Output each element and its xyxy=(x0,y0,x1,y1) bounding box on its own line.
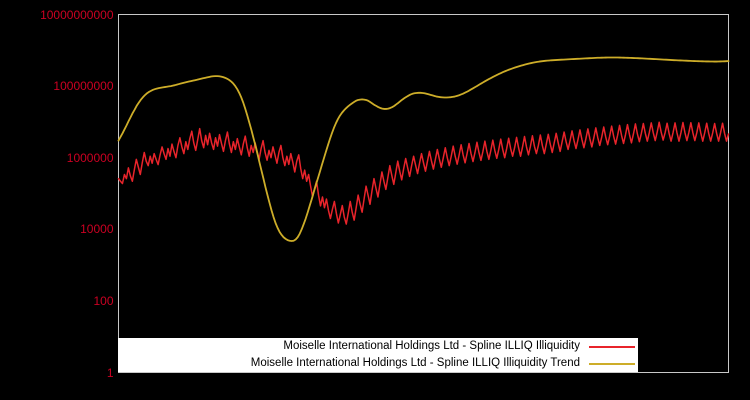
y-axis-tick-label: 10000000000 xyxy=(40,7,114,22)
y-axis-tick-label: 10000 xyxy=(80,222,114,237)
legend-swatch-illiquidity xyxy=(586,338,638,355)
legend-label-illiquidity-trend: Moiselle International Holdings Ltd - Sp… xyxy=(250,357,580,369)
series-line-illiquidity xyxy=(117,121,730,225)
chart-legend[interactable]: Moiselle International Holdings Ltd - Sp… xyxy=(118,338,638,372)
y-axis-tick-label: 1000000 xyxy=(66,150,114,165)
y-axis-tick-label: 100 xyxy=(93,293,114,308)
series-line-illiquidity-trend xyxy=(117,56,730,242)
y-axis-tick-label: 100000000 xyxy=(53,79,114,94)
legend-label-illiquidity: Moiselle International Holdings Ltd - Sp… xyxy=(283,340,580,352)
legend-entry-illiquidity-trend[interactable]: Moiselle International Holdings Ltd - Sp… xyxy=(118,355,638,372)
legend-entry-illiquidity[interactable]: Moiselle International Holdings Ltd - Sp… xyxy=(118,338,638,355)
y-axis-tick-label: 1 xyxy=(106,365,114,380)
legend-swatch-illiquidity-trend xyxy=(586,355,638,372)
plot-area-frame xyxy=(118,14,729,373)
